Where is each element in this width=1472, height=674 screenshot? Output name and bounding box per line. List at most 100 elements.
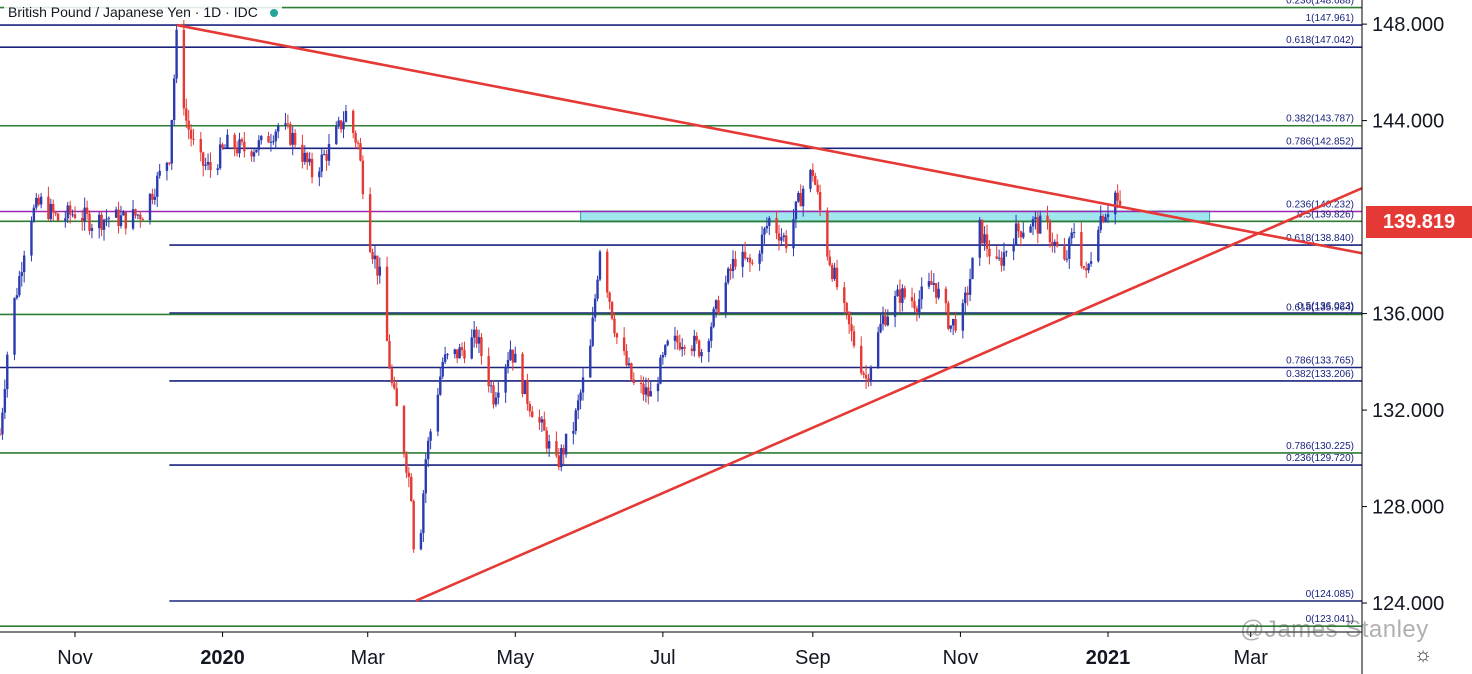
candle-body bbox=[156, 175, 159, 197]
candle-body bbox=[122, 211, 125, 216]
candle-body bbox=[504, 366, 507, 393]
candle-body bbox=[555, 441, 558, 456]
candle-body bbox=[980, 219, 984, 244]
candle-body bbox=[458, 347, 461, 359]
candle-body bbox=[927, 281, 931, 287]
candle-body bbox=[257, 140, 261, 150]
candle-body bbox=[606, 251, 609, 293]
candle-body bbox=[1101, 215, 1105, 222]
candle-body bbox=[35, 197, 38, 208]
candle-body bbox=[988, 248, 991, 257]
symbol-title: British Pound / Japanese Yen · 1D · IDC bbox=[8, 4, 258, 20]
candle-body bbox=[199, 138, 202, 153]
candle-body bbox=[816, 184, 819, 193]
candle-body bbox=[352, 110, 355, 133]
fib-level-label: 0.618(138.840) bbox=[1286, 233, 1354, 244]
candle-body bbox=[260, 136, 263, 141]
candle-body bbox=[997, 257, 1001, 259]
candle-body bbox=[325, 154, 328, 161]
candle-body bbox=[134, 209, 137, 216]
candle-body bbox=[158, 170, 161, 176]
candle-body bbox=[910, 297, 914, 302]
candle-body bbox=[22, 255, 26, 273]
candle-body bbox=[172, 78, 176, 121]
y-tick-label: 144.000 bbox=[1372, 111, 1444, 133]
candle-body bbox=[354, 132, 357, 143]
candle-body bbox=[574, 410, 577, 431]
candle-body bbox=[20, 272, 23, 277]
candle-body bbox=[1082, 266, 1085, 269]
candle-body bbox=[918, 299, 921, 312]
candle-body bbox=[1005, 251, 1008, 253]
candle-body bbox=[1114, 192, 1117, 215]
candle-body bbox=[622, 337, 626, 351]
candle-body bbox=[368, 194, 372, 252]
candle-body bbox=[243, 141, 246, 152]
candle-body bbox=[37, 197, 40, 205]
candle-body bbox=[320, 154, 323, 172]
symbol-header[interactable]: British Pound / Japanese Yen · 1D · IDC bbox=[4, 4, 282, 20]
candle-body bbox=[734, 258, 737, 267]
candle-body bbox=[673, 335, 677, 341]
candle-body bbox=[526, 379, 529, 404]
candle-body bbox=[598, 251, 602, 280]
candle-body bbox=[402, 406, 406, 455]
candle-body bbox=[630, 363, 633, 380]
candle-body bbox=[901, 288, 904, 303]
candle-body bbox=[809, 169, 812, 189]
fib-level-label: 0.618(135.964) bbox=[1286, 302, 1354, 313]
settings-gear-icon[interactable]: ☼ bbox=[1413, 644, 1433, 666]
candle-body bbox=[814, 175, 817, 185]
candle-body bbox=[681, 347, 684, 350]
candle-body bbox=[49, 203, 53, 219]
candle-body bbox=[202, 152, 205, 166]
candle-body bbox=[6, 354, 9, 390]
candle-body bbox=[777, 233, 781, 241]
candle-body bbox=[1055, 241, 1059, 247]
candle-body bbox=[610, 301, 614, 319]
candle-body bbox=[439, 376, 442, 395]
candle-body bbox=[1019, 231, 1023, 238]
candle-body bbox=[545, 430, 548, 449]
fib-level-label: 0.382(133.206) bbox=[1286, 369, 1354, 380]
candle-body bbox=[233, 134, 236, 150]
candle-body bbox=[187, 120, 190, 130]
x-tick-label: Mar bbox=[1233, 647, 1268, 669]
candle-body bbox=[843, 287, 846, 303]
candle-body bbox=[593, 298, 597, 318]
candle-body bbox=[441, 361, 444, 377]
candle-body bbox=[748, 257, 752, 263]
candle-body bbox=[664, 345, 667, 355]
candle-body bbox=[419, 533, 423, 550]
candle-body bbox=[576, 400, 580, 411]
candle-body bbox=[141, 219, 144, 221]
candle-body bbox=[968, 278, 972, 295]
candle-body bbox=[151, 193, 154, 200]
candle-body bbox=[66, 205, 69, 219]
candle-body bbox=[359, 143, 362, 161]
candle-body bbox=[714, 300, 718, 309]
candle-body bbox=[514, 353, 517, 363]
candle-body bbox=[56, 213, 60, 221]
candle-body bbox=[148, 193, 152, 221]
candle-body bbox=[729, 268, 732, 271]
candle-body bbox=[780, 237, 783, 241]
candle-body bbox=[835, 267, 839, 288]
last-price-badge: 139.819 bbox=[1366, 206, 1472, 238]
candle-body bbox=[758, 253, 761, 264]
candle-body bbox=[139, 214, 142, 220]
candle-body bbox=[983, 234, 986, 244]
candle-body bbox=[920, 286, 923, 300]
candle-body bbox=[250, 151, 253, 157]
candle-body bbox=[1116, 192, 1119, 201]
candle-body bbox=[342, 121, 345, 130]
candle-body bbox=[1034, 217, 1037, 220]
candle-body bbox=[68, 205, 72, 215]
candle-body bbox=[540, 419, 544, 423]
candle-body bbox=[1051, 242, 1054, 245]
candle-body bbox=[472, 329, 476, 338]
fib-level-label: 1(147.961) bbox=[1306, 13, 1354, 24]
candle-body bbox=[818, 192, 822, 211]
candle-body bbox=[1118, 200, 1122, 206]
candle-body bbox=[388, 341, 391, 369]
